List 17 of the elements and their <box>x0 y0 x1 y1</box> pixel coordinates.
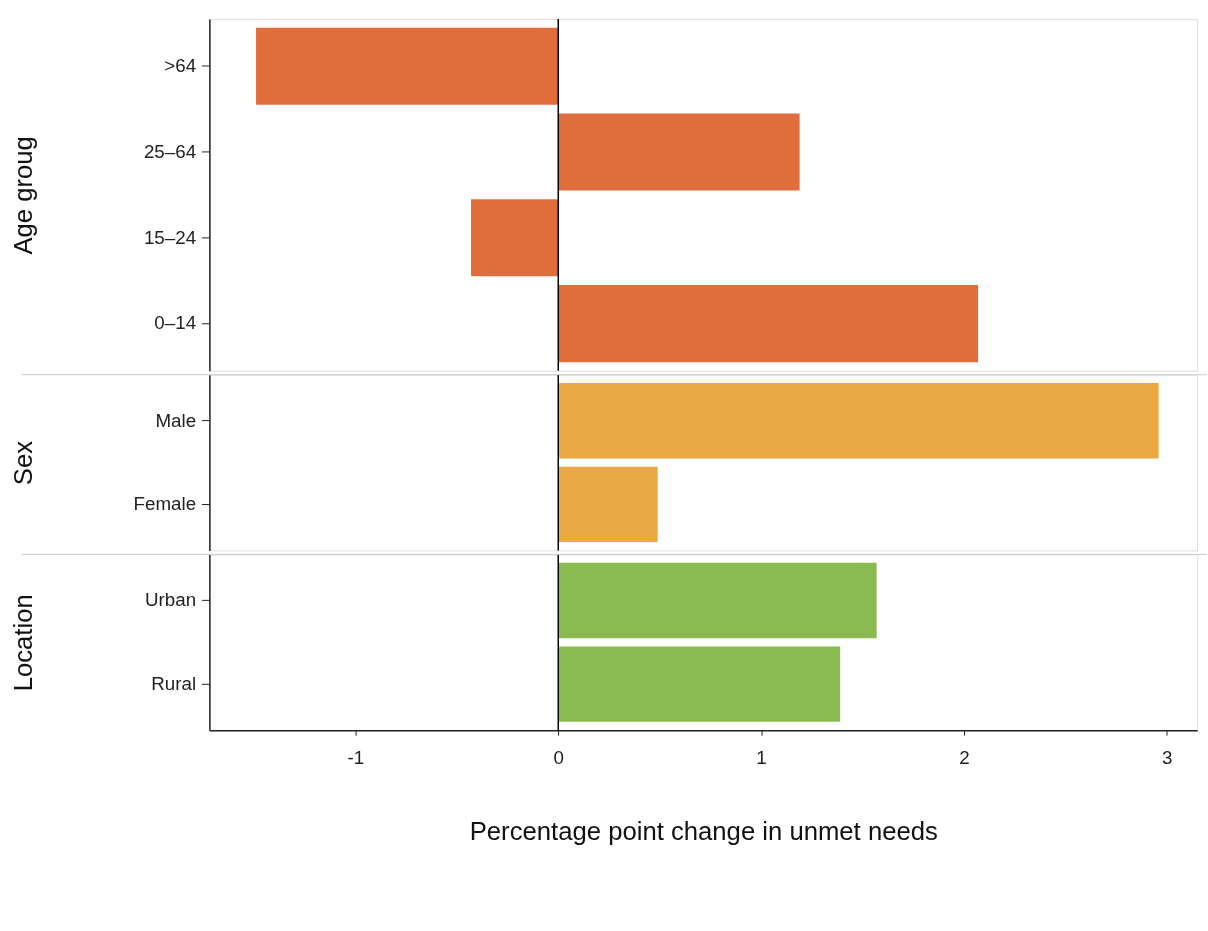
y-tick-label: 0–14 <box>154 312 197 334</box>
y-tick-label: Female <box>133 493 197 515</box>
y-tick-label: Male <box>155 409 197 431</box>
y-tick-label: 25–64 <box>143 140 197 162</box>
y-axis-title: Sex <box>9 440 38 486</box>
y-axis-title: Location <box>9 594 38 692</box>
x-axis-title: Percentage point change in unmet needs <box>469 817 938 846</box>
y-axis-title: Age groug <box>9 136 38 255</box>
x-tick-label: 1 <box>756 747 767 769</box>
x-tick-label: 2 <box>959 747 970 769</box>
y-tick-label: Urban <box>144 589 197 611</box>
y-tick-label: >64 <box>164 55 197 77</box>
y-tick-label: Rural <box>151 673 197 695</box>
y-tick-label: 15–24 <box>143 226 197 248</box>
x-tick-label: 0 <box>553 747 564 769</box>
x-tick-label: 3 <box>1161 747 1173 769</box>
x-tick-label: -1 <box>347 747 365 769</box>
